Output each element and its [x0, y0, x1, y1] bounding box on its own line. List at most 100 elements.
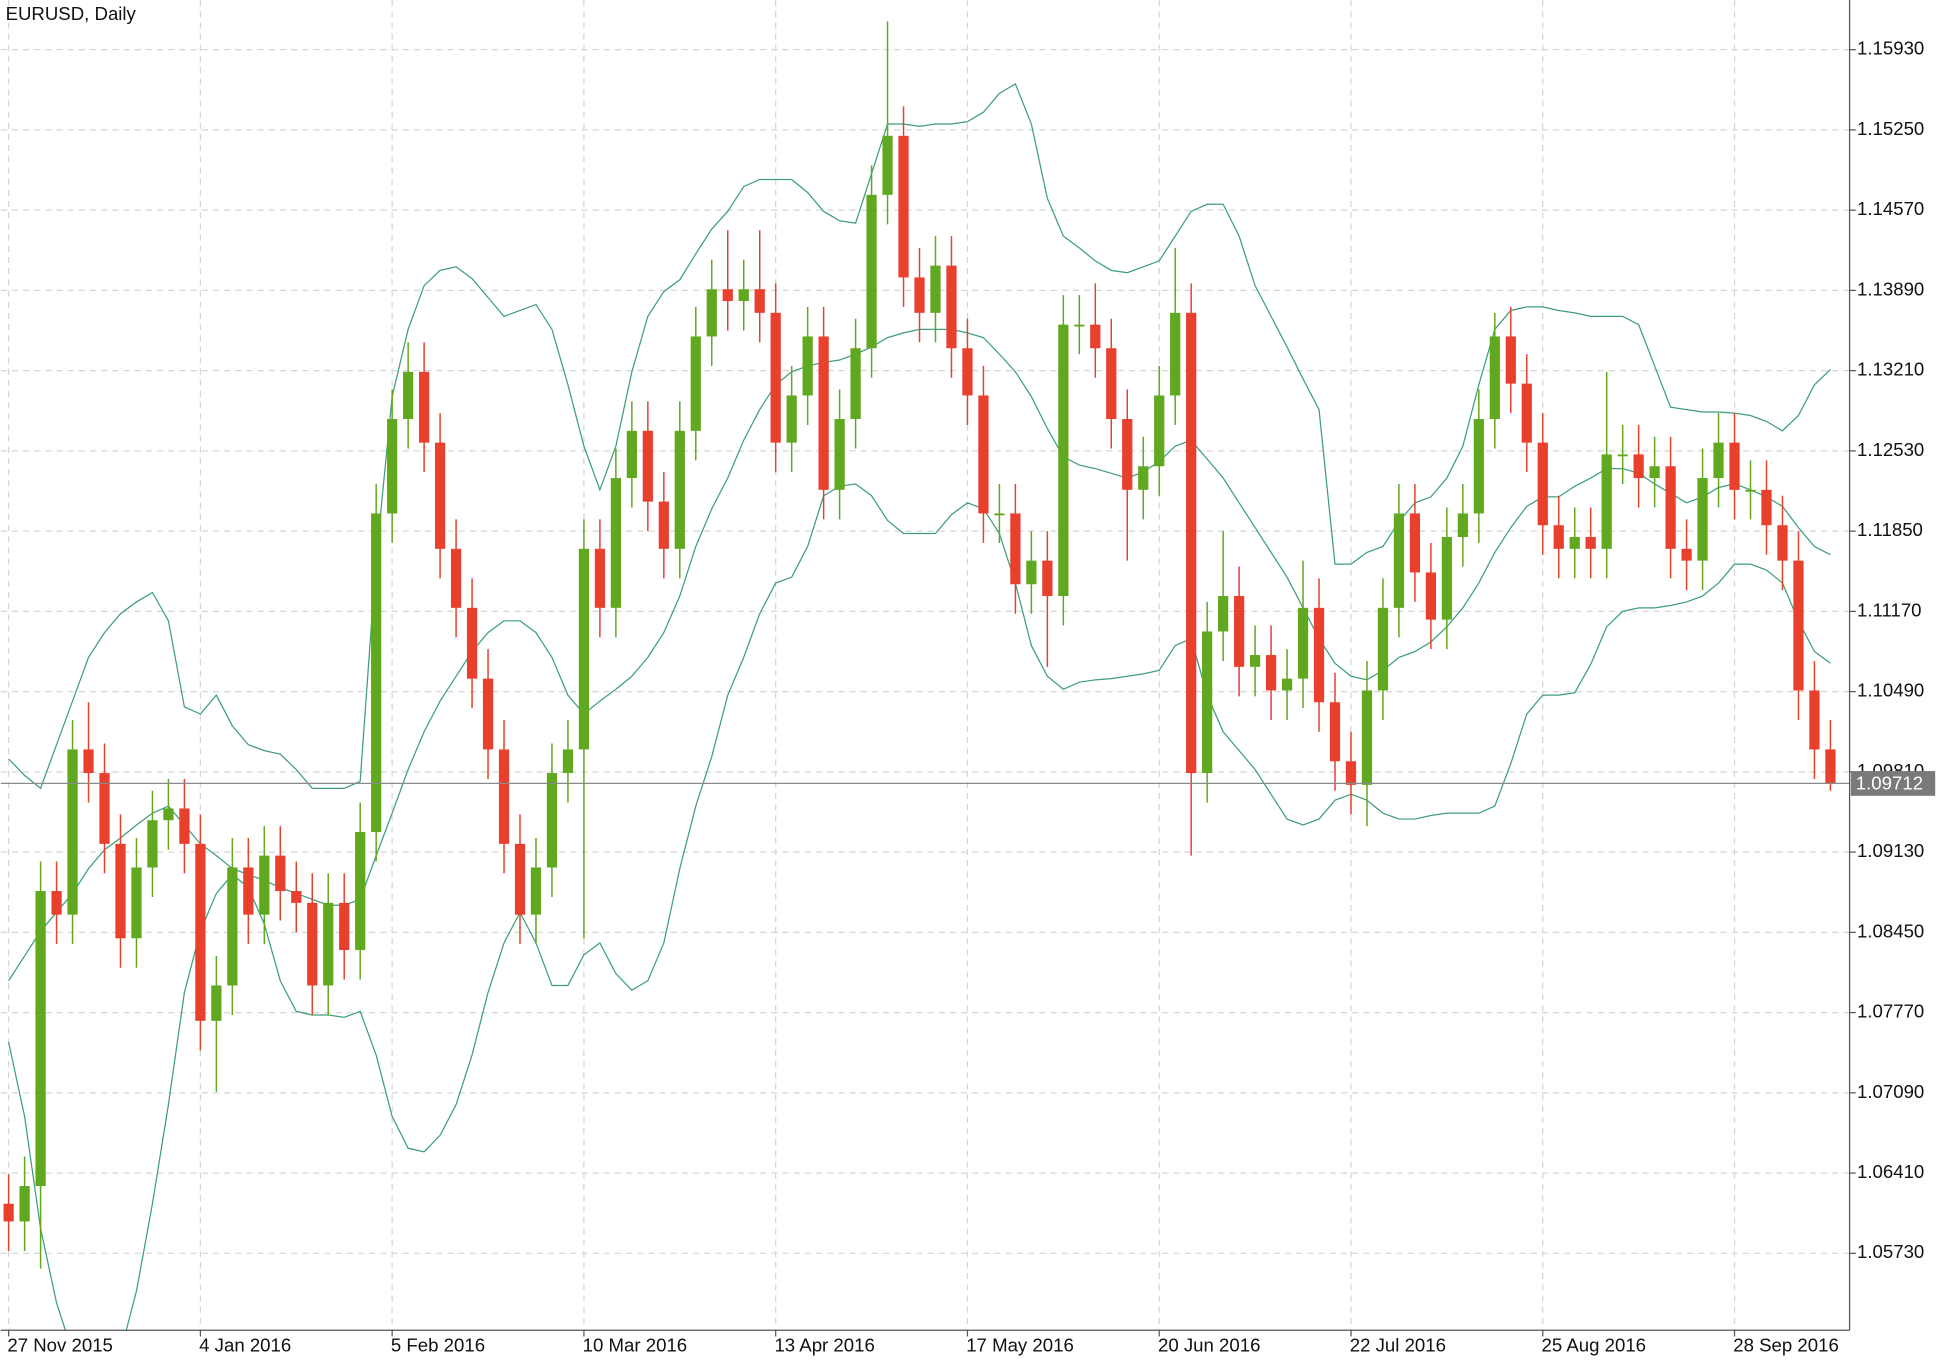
candle-body — [1313, 607, 1325, 703]
candle-body — [1697, 478, 1708, 561]
candle-body — [818, 336, 829, 490]
axes: 1.05730 1.06410 1.07090 1.07770 1.08450 1.091… — [7, 38, 1936, 1355]
candle-body — [243, 867, 254, 915]
candle-body — [594, 548, 606, 608]
candle-body — [115, 843, 126, 939]
candle-body — [1074, 324, 1085, 327]
candle-body — [450, 548, 462, 608]
candle-body — [930, 265, 941, 313]
y-tick-label: 1.12530 — [1857, 439, 1924, 460]
candle-body — [1425, 572, 1437, 620]
candle-body — [1585, 537, 1596, 549]
candle-body — [1441, 537, 1452, 620]
candle-body — [1249, 655, 1261, 667]
candle-body — [1553, 525, 1564, 549]
x-tick-label: 28 Sep 2016 — [1733, 1334, 1839, 1355]
candle-body — [946, 265, 957, 349]
x-tick-label: 20 Jun 2016 — [1158, 1334, 1260, 1355]
candle-body — [1569, 537, 1580, 549]
candle-body — [1521, 383, 1532, 443]
plot-area — [0, 21, 1850, 1331]
x-tick-label: 17 May 2016 — [966, 1334, 1074, 1355]
candle-body — [514, 843, 526, 915]
candle-body — [834, 419, 845, 490]
candle-body — [642, 430, 653, 502]
candle-body — [770, 312, 781, 443]
candle-body — [1793, 560, 1804, 691]
candle-body — [850, 348, 861, 420]
candle-body — [914, 277, 925, 313]
candle-body — [1170, 312, 1181, 396]
candle-body — [323, 902, 334, 986]
y-tick-label: 1.07770 — [1857, 1001, 1924, 1022]
candle-body — [1122, 419, 1133, 490]
candle-body — [1457, 513, 1468, 538]
candle-body — [259, 855, 270, 915]
candle-body — [1665, 466, 1676, 549]
candle-body — [802, 336, 813, 396]
bollinger-upper — [8, 82, 1831, 790]
candle-body — [482, 678, 494, 750]
candle-body — [1745, 489, 1756, 492]
candle-body — [1026, 560, 1037, 585]
candle-body — [1202, 631, 1213, 774]
candle-body — [434, 442, 446, 549]
candle-body — [403, 371, 414, 420]
candle-body — [1777, 525, 1788, 561]
candle-body — [626, 430, 637, 479]
x-tick-label: 22 Jul 2016 — [1350, 1334, 1446, 1355]
candle-body — [211, 985, 222, 1021]
candle-body — [1138, 466, 1149, 490]
candle-body — [1297, 607, 1309, 679]
candle-body — [1681, 548, 1692, 561]
candle-body — [1281, 678, 1293, 691]
candle-body — [1154, 395, 1165, 467]
candle-body — [163, 808, 174, 821]
candle-body — [1537, 442, 1548, 526]
candle-body — [99, 773, 110, 844]
candle-body — [546, 773, 558, 868]
candle-body — [1601, 454, 1612, 549]
y-tick-label: 1.14570 — [1857, 198, 1924, 219]
x-tick-label: 25 Aug 2016 — [1542, 1334, 1647, 1355]
candle-body — [1361, 690, 1373, 785]
candle-body — [1409, 513, 1421, 573]
x-tick-label: 5 Feb 2016 — [391, 1334, 485, 1355]
candle-body — [562, 749, 574, 774]
candle-body — [530, 867, 542, 915]
candle-body — [35, 891, 46, 1187]
candle-body — [131, 867, 142, 939]
candle-body — [51, 891, 62, 915]
candle-body — [1234, 596, 1245, 667]
candle-body — [307, 902, 318, 986]
y-tick-label: 1.09130 — [1857, 840, 1924, 861]
candle-body — [1010, 513, 1021, 585]
candle-body — [1345, 761, 1357, 785]
candle-body — [1713, 442, 1724, 479]
candle-body — [1633, 454, 1644, 479]
candle-body — [1617, 454, 1628, 457]
candle-body — [371, 513, 382, 833]
x-tick-label: 27 Nov 2015 — [7, 1334, 113, 1355]
candle-body — [67, 749, 78, 915]
candle-body — [1393, 513, 1405, 608]
candle-body — [291, 891, 302, 903]
y-tick-label: 1.11170 — [1857, 599, 1922, 620]
candle-body — [147, 820, 158, 868]
candle-body — [1042, 560, 1053, 597]
candle-body — [706, 289, 717, 337]
candle-body — [1186, 312, 1197, 774]
y-tick-label: 1.11850 — [1857, 519, 1923, 540]
candle-body — [1809, 690, 1820, 750]
candle-body — [1265, 655, 1277, 691]
y-tick-label: 1.15250 — [1857, 118, 1924, 139]
candle-body — [227, 867, 238, 986]
candle-body — [3, 1203, 14, 1222]
x-tick-label: 13 Apr 2016 — [774, 1334, 874, 1355]
candle-body — [610, 478, 621, 608]
y-tick-label: 1.10490 — [1857, 680, 1924, 701]
candle-body — [498, 749, 510, 844]
chart-title: EURUSD, Daily — [6, 3, 137, 24]
